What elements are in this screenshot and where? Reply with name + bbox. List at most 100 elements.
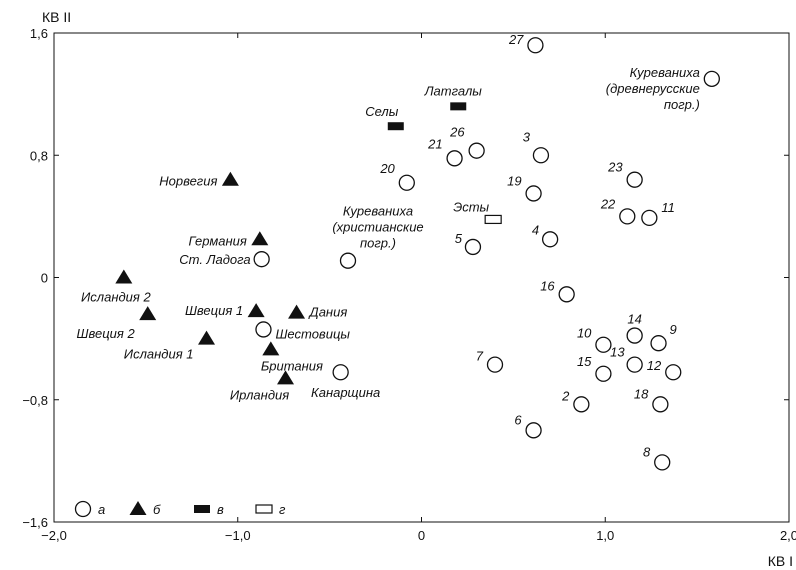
data-point [262, 341, 280, 356]
point-labels: 27 26 21 3 20 19 23 22 11 4 5 16 14 10 9 13 15 12 7 2 18 6 8 Ст… [77, 32, 700, 459]
point-label: 5 [455, 231, 463, 246]
data-point [595, 365, 612, 382]
data-point [626, 327, 643, 344]
point-label: Куреваниха (древнерусские погр.) [606, 65, 700, 112]
data-point [619, 208, 636, 225]
data-point [654, 454, 671, 471]
data-point [626, 171, 643, 188]
point-label: 6 [514, 412, 522, 427]
point-label: 12 [647, 358, 662, 373]
point-label: Исландия 1 [124, 347, 194, 362]
data-point [339, 252, 357, 269]
legend-label: г [279, 502, 286, 517]
point-label: 10 [577, 326, 592, 341]
data-point [486, 356, 504, 373]
legend-label: а [98, 502, 105, 517]
point-label: 22 [600, 196, 616, 211]
point-label: 2 [561, 388, 570, 403]
data-point [595, 336, 612, 353]
point-label: 14 [627, 312, 641, 327]
point-label: Эсты [453, 199, 489, 214]
legend-marker [194, 505, 210, 513]
point-label: 3 [523, 129, 531, 144]
data-point [652, 396, 669, 413]
data-point [525, 185, 542, 202]
point-label: Швеция 1 [185, 303, 243, 318]
point-label: Селы [365, 104, 399, 119]
point-label: 21 [427, 136, 442, 151]
point-label: 19 [507, 173, 521, 188]
data-point [247, 303, 265, 318]
data-point [464, 238, 482, 256]
point-label: Канарщина [311, 385, 380, 400]
point-label: Ирландия [230, 387, 289, 402]
legend-marker [129, 501, 147, 515]
legend-marker [255, 504, 273, 514]
legend-label: б [153, 502, 161, 517]
point-label: 26 [449, 125, 465, 140]
y-tick-label: 1,6 [30, 26, 48, 41]
point-label: Германия [189, 233, 247, 248]
data-point [703, 70, 720, 87]
point-label: Швеция 2 [77, 326, 136, 341]
data-point [277, 370, 295, 385]
y-tick-label: 0,8 [30, 148, 48, 163]
data-point [665, 364, 682, 381]
point-label: Шестовицы [275, 326, 350, 341]
data-point [198, 330, 216, 345]
point-label: 11 [661, 200, 675, 215]
x-tick-label: −1,0 [225, 528, 251, 543]
point-label: Куреваниха (христианские погр.) [332, 204, 423, 251]
x-tick-label: 2,0 [780, 528, 796, 543]
y-tick-label: 0 [41, 271, 48, 286]
data-point [541, 231, 559, 248]
legend-label: в [217, 502, 224, 517]
y-tick-label: −1,6 [22, 515, 48, 530]
point-label: 23 [607, 160, 623, 175]
data-point [450, 102, 467, 111]
point-label: 7 [476, 349, 484, 364]
data-point [468, 142, 485, 159]
x-tick-label: −2,0 [41, 528, 67, 543]
legend-marker [74, 500, 92, 518]
data-point [626, 356, 643, 373]
data-point [288, 304, 306, 319]
point-label: 18 [634, 386, 649, 401]
data-point [251, 231, 269, 246]
axis-ticks: −2,0 −1,0 0 1,0 2,0 −1,6 −0,8 0 0,8 1,6 [22, 26, 796, 543]
point-label: Ст. Ладога [179, 252, 250, 267]
x-tick-label: 0 [418, 528, 425, 543]
data-point [573, 396, 590, 413]
point-label: 16 [540, 278, 555, 293]
y-axis-label: КВ II [42, 9, 71, 25]
point-label: 15 [577, 354, 592, 369]
data-point [221, 171, 239, 186]
data-point [115, 269, 133, 284]
data-point [139, 306, 157, 321]
point-label: 8 [643, 444, 651, 459]
point-label: 9 [670, 322, 677, 337]
point-label: Британия [261, 358, 323, 373]
point-label: Латгалы [424, 83, 483, 98]
data-point [525, 422, 542, 439]
point-label: 13 [610, 345, 625, 360]
point-label: Исландия 2 [81, 290, 151, 305]
data-point [253, 251, 270, 268]
data-point [446, 150, 463, 167]
data-point [527, 37, 544, 54]
legend: а б в г [74, 500, 286, 518]
data-point [332, 364, 349, 381]
point-label: 27 [508, 32, 524, 47]
point-label: Норвегия [159, 174, 217, 189]
point-label: Дания [308, 305, 348, 320]
data-point [255, 321, 272, 338]
data-point [484, 214, 502, 225]
data-point [398, 174, 415, 191]
x-tick-label: 1,0 [596, 528, 614, 543]
x-axis-label: КВ I [768, 553, 793, 569]
data-point [558, 286, 575, 303]
point-label: 4 [532, 222, 539, 237]
data-point [650, 335, 667, 352]
data-point [387, 122, 404, 131]
